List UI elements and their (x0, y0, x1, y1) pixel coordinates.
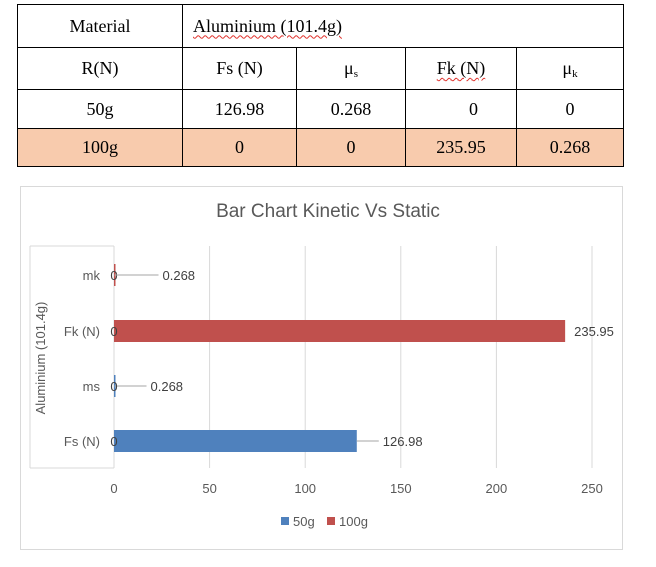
x-tick-label: 200 (486, 481, 508, 496)
table-cell: 100g (17, 128, 183, 167)
table-cell: 0 (405, 89, 517, 129)
table-cell: 0 (182, 128, 297, 167)
mu-k-subscript: k (572, 67, 578, 80)
data-label: 0.268 (163, 268, 196, 283)
x-tick-label: 250 (581, 481, 603, 496)
chart-title: Bar Chart Kinetic Vs Static (216, 201, 440, 222)
y-group-label: Aluminium (101.4g) (33, 302, 48, 415)
table-row-highlighted: 100g 0 0 235.95 0.268 (17, 128, 624, 167)
y-category-label: mk (83, 268, 101, 283)
x-tick-label: 100 (294, 481, 316, 496)
table-cell: 0.268 (516, 128, 624, 167)
data-label: 0 (110, 379, 117, 394)
table-cell: 0 (516, 89, 624, 129)
bar (114, 430, 357, 452)
header-fs: Fs (N) (182, 47, 297, 90)
header-mu-k: μk (516, 47, 624, 90)
x-tick-label: 150 (390, 481, 412, 496)
legend-label: 100g (339, 514, 368, 529)
data-label: 235.95 (574, 324, 614, 339)
chart-area (20, 186, 623, 550)
material-value-cell: Aluminium (101.4g) (182, 4, 624, 48)
table-cell: 0.268 (296, 89, 406, 129)
data-table: Material Aluminium (101.4g) R(N) Fs (N) … (17, 4, 624, 167)
mu-s-subscript: s (353, 67, 358, 80)
bar (114, 320, 566, 342)
y-category-label: Fk (N) (64, 324, 100, 339)
header-fk: Fk (N) (405, 47, 517, 90)
table-header-row: R(N) Fs (N) μs Fk (N) μk (17, 47, 624, 90)
data-label: 0 (110, 434, 117, 449)
table-row-material: Material Aluminium (101.4g) (17, 4, 624, 48)
legend-swatch (327, 517, 335, 525)
data-label: 126.98 (383, 434, 423, 449)
material-label-cell: Material (17, 4, 183, 48)
header-fk-label: Fk (N) (436, 58, 486, 78)
data-label: 0 (110, 268, 117, 283)
x-tick-label: 0 (110, 481, 117, 496)
y-category-label: Fs (N) (64, 434, 100, 449)
material-value: Aluminium (101.4g) (193, 15, 342, 36)
data-label: 0.268 (151, 379, 184, 394)
legend-swatch (281, 517, 289, 525)
table-cell: 235.95 (405, 128, 517, 167)
y-category-label: ms (83, 379, 101, 394)
legend-label: 50g (293, 514, 315, 529)
data-label: 0 (110, 324, 117, 339)
mu-s-symbol: μ (344, 57, 354, 78)
mu-k-symbol: μ (562, 57, 573, 78)
x-tick-label: 50 (202, 481, 216, 496)
